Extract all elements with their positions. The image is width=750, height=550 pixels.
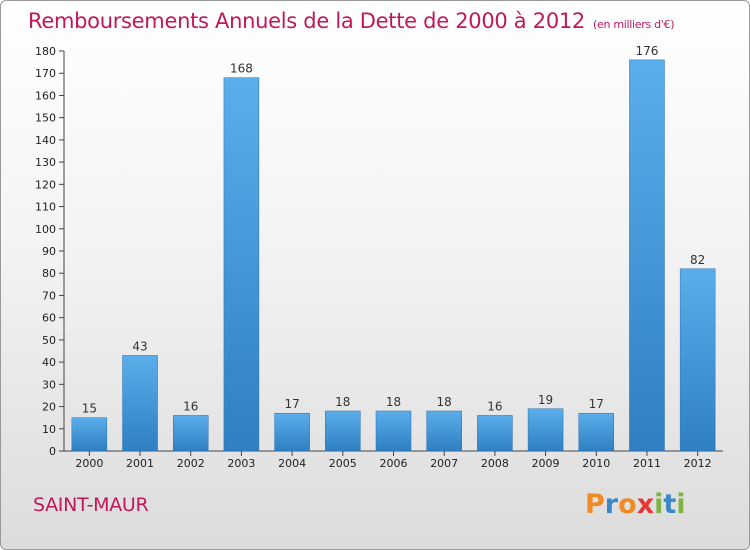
x-tick-label: 2003 [227, 457, 255, 470]
bar-value-label: 16 [183, 399, 198, 413]
chart-title: Remboursements Annuels de la Dette de 20… [28, 9, 674, 33]
bar [629, 59, 665, 452]
bar [325, 410, 361, 452]
bar-value-label: 18 [335, 395, 350, 409]
bar [477, 415, 513, 452]
y-tick-label: 80 [42, 267, 56, 280]
bar-value-label: 176 [636, 44, 659, 58]
bar [223, 77, 260, 452]
chart-unit-label: (en milliers d'€) [593, 18, 675, 31]
logo-letter: x [636, 489, 655, 520]
y-tick-label: 0 [49, 445, 56, 458]
x-tick-label: 2001 [126, 457, 154, 470]
y-tick-label: 100 [35, 223, 56, 236]
y-tick-label: 110 [35, 201, 56, 214]
bar-value-label: 17 [589, 397, 604, 411]
x-tick-label: 2012 [684, 457, 712, 470]
bar-value-label: 17 [284, 397, 299, 411]
x-tick-label: 2004 [278, 457, 306, 470]
x-tick-label: 2011 [633, 457, 661, 470]
logo-letter: o [618, 489, 637, 520]
y-tick-label: 120 [35, 178, 56, 191]
logo-letter: i [676, 489, 686, 520]
bar [172, 415, 209, 452]
x-tick-label: 2005 [329, 457, 357, 470]
y-tick-label: 140 [35, 134, 56, 147]
y-tick-label: 70 [42, 289, 56, 302]
x-tick-label: 2000 [75, 457, 103, 470]
logo-letter: P [585, 489, 605, 520]
x-tick-label: 2008 [481, 457, 509, 470]
y-tick-label: 170 [35, 67, 56, 80]
bar-value-label: 82 [690, 253, 705, 267]
x-tick-label: 2009 [532, 457, 560, 470]
bar [426, 410, 462, 452]
bar [122, 355, 158, 452]
y-tick-label: 10 [42, 423, 56, 436]
x-tick-label: 2002 [177, 457, 205, 470]
y-tick-label: 50 [42, 334, 56, 347]
logo-letter: t [663, 489, 677, 520]
x-tick-label: 2007 [430, 457, 458, 470]
bar [71, 417, 108, 452]
bar-value-label: 168 [230, 62, 253, 76]
x-tick-label: 2006 [380, 457, 408, 470]
bar [679, 268, 716, 452]
y-tick-label: 30 [42, 378, 56, 391]
bar [527, 408, 564, 452]
x-tick-label: 2010 [582, 457, 610, 470]
logo-letter: i [654, 489, 664, 520]
plot-area: 0 10 20 30 40 50 60 70 80 90 100 110 120 130 140 150 160… [35, 44, 723, 470]
y-tick-label: 20 [42, 401, 56, 414]
y-tick-label: 40 [42, 356, 56, 369]
town-name: SAINT-MAUR [33, 494, 149, 516]
bar [274, 412, 310, 452]
bar-value-label: 18 [437, 395, 452, 409]
y-tick-label: 130 [35, 156, 56, 169]
y-tick-label: 160 [35, 89, 56, 102]
y-tick-label: 150 [35, 112, 56, 125]
proxiti-logo: Proxiti [585, 489, 686, 520]
bar-value-label: 18 [386, 395, 401, 409]
y-tick-label: 180 [35, 45, 56, 58]
bar-value-label: 19 [538, 393, 553, 407]
y-tick-label: 60 [42, 312, 56, 325]
bar [375, 410, 412, 452]
chart-title-text: Remboursements Annuels de la Dette de 20… [28, 9, 585, 33]
bar-value-label: 15 [82, 402, 97, 416]
bar [578, 412, 615, 452]
logo-letter: r [604, 489, 619, 520]
bar-value-label: 43 [132, 339, 147, 353]
bar-value-label: 16 [487, 399, 502, 413]
y-tick-label: 90 [42, 245, 56, 258]
